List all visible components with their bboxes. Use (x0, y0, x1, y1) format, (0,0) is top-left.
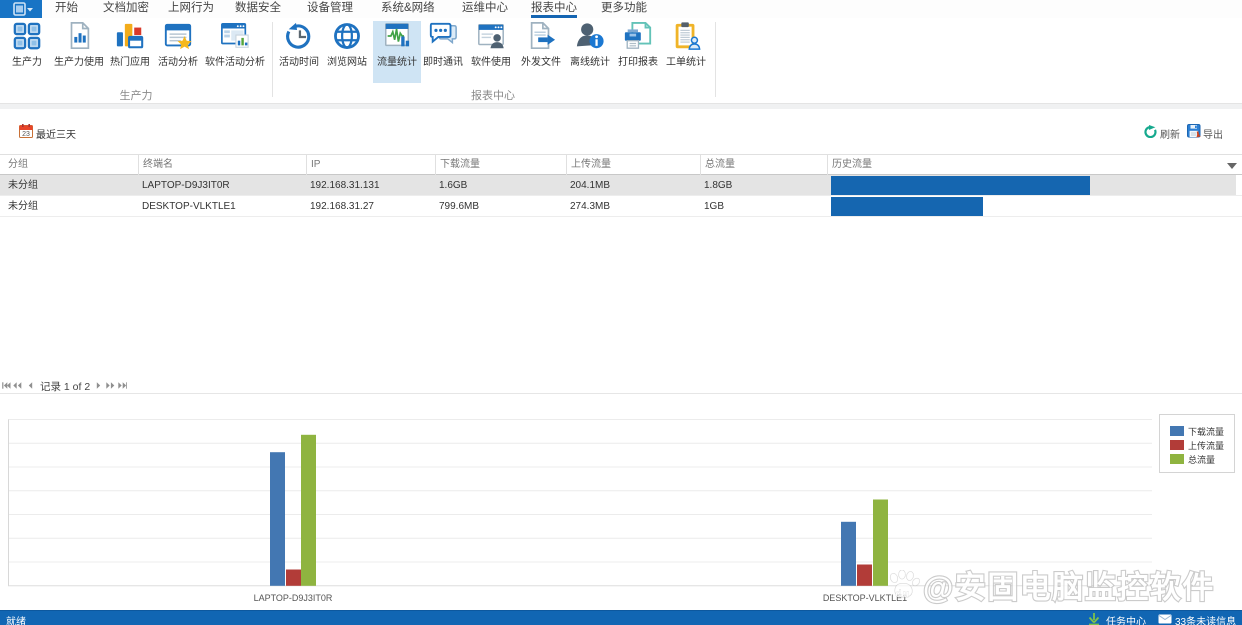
svg-text:23: 23 (22, 131, 30, 138)
svg-text:du: du (895, 589, 910, 600)
